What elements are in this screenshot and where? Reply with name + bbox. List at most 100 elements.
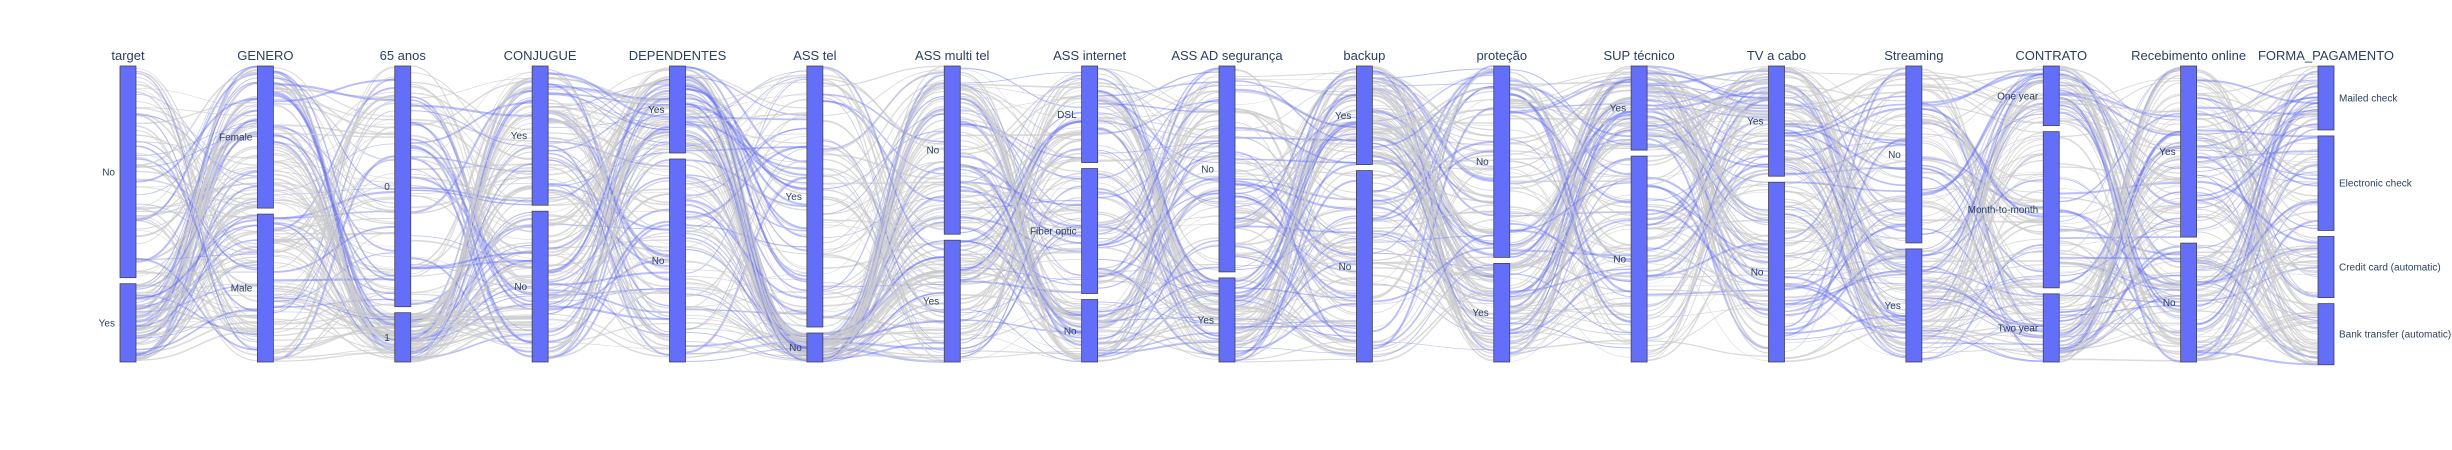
category-bar[interactable]	[1218, 65, 1236, 273]
category-bar[interactable]	[943, 65, 961, 235]
category-bar[interactable]	[1081, 168, 1099, 294]
ribbon-line	[135, 122, 258, 359]
ribbon-line	[135, 307, 258, 331]
ribbon-line	[1097, 134, 1220, 224]
ribbon-line	[2059, 76, 2181, 195]
ribbon-line	[1097, 191, 1220, 284]
ribbon-line	[410, 252, 533, 277]
category-bar[interactable]	[1218, 277, 1236, 363]
ribbon-line	[1921, 337, 2044, 353]
ribbon-line	[273, 254, 395, 320]
ribbon-line	[1509, 219, 1632, 298]
category-bar[interactable]	[2042, 131, 2060, 289]
category-bar[interactable]	[2180, 65, 2198, 238]
category-bar[interactable]	[1905, 65, 1923, 244]
ribbon-line	[822, 66, 945, 250]
category-bar[interactable]	[1081, 299, 1099, 363]
ribbon-line	[822, 93, 945, 266]
category-bar[interactable]	[256, 65, 274, 209]
category-bar[interactable]	[1630, 155, 1648, 363]
category-bar[interactable]	[1355, 65, 1373, 165]
category-bar[interactable]	[1493, 65, 1511, 258]
category-bar[interactable]	[394, 312, 412, 363]
dimension-title: DEPENDENTES	[629, 48, 727, 63]
category-bar[interactable]	[669, 158, 686, 363]
ribbon-line	[2196, 80, 2319, 129]
category-bar[interactable]	[806, 332, 824, 363]
category-bar[interactable]	[2042, 293, 2060, 363]
category-bar[interactable]	[806, 65, 824, 328]
ribbon-line	[1097, 89, 1220, 283]
ribbon-line	[822, 161, 945, 215]
ribbon-line	[1921, 138, 2044, 323]
ribbon-line	[1647, 123, 1769, 151]
ribbon-line	[548, 120, 670, 295]
ribbon-line	[1372, 87, 1494, 133]
category-bar[interactable]	[1081, 65, 1099, 163]
ribbon-line	[822, 90, 945, 244]
category-bar[interactable]	[531, 65, 549, 206]
ribbon-line	[1647, 120, 1769, 124]
ribbon-line	[960, 96, 1082, 118]
category-bar[interactable]	[943, 239, 961, 363]
ribbon-line	[1921, 190, 2044, 359]
ribbon-line	[1097, 103, 1220, 113]
ribbon-line	[1784, 213, 1906, 359]
ribbon-line	[2196, 219, 2319, 361]
ribbon-line	[410, 81, 533, 131]
ribbon-line	[1372, 234, 1494, 347]
ribbon-line	[548, 152, 670, 307]
ribbon-line	[135, 185, 258, 339]
category-bar[interactable]	[2180, 242, 2198, 363]
ribbon-line	[2196, 288, 2319, 358]
category-bar[interactable]	[2042, 65, 2060, 127]
ribbon-line	[1372, 219, 1494, 299]
ribbon-line	[822, 131, 945, 312]
category-bar[interactable]	[119, 283, 137, 363]
category-bar[interactable]	[2317, 236, 2335, 299]
ribbon-line	[960, 254, 1082, 313]
ribbon-line	[1372, 113, 1494, 163]
ribbon-line	[1921, 274, 2044, 362]
category-bar[interactable]	[119, 65, 137, 279]
category-bar[interactable]	[1768, 181, 1785, 363]
category-bar[interactable]	[1493, 262, 1511, 363]
ribbon-line	[1509, 115, 1632, 218]
category-bar[interactable]	[2317, 65, 2335, 131]
ribbon-line	[1784, 268, 1906, 272]
ribbon-line	[2059, 101, 2181, 285]
ribbon-line	[1509, 268, 1632, 293]
category-bar[interactable]	[256, 213, 274, 363]
ribbon-line	[1097, 211, 1220, 314]
ribbon-line	[1921, 247, 2044, 313]
ribbon-line	[1234, 255, 1357, 284]
ribbon-line	[2196, 149, 2319, 176]
ribbon-line	[1372, 132, 1494, 146]
category-bar[interactable]	[531, 210, 549, 363]
ribbon-line	[1784, 222, 1906, 239]
ribbon-line	[1509, 168, 1632, 344]
category-bar[interactable]	[394, 65, 412, 308]
ribbon-line	[1234, 217, 1357, 346]
category-bar[interactable]	[2317, 135, 2335, 231]
category-label: Yes	[786, 192, 802, 203]
ribbon-line	[1097, 127, 1220, 318]
ribbon-line	[960, 93, 1082, 361]
category-bar[interactable]	[1768, 65, 1785, 177]
ribbon-line	[1921, 156, 2044, 224]
ribbon-line	[960, 72, 1082, 216]
ribbon-line	[1784, 89, 1906, 219]
ribbon-line	[135, 231, 258, 360]
ribbon-line	[410, 251, 533, 360]
ribbon-line	[2059, 163, 2181, 214]
category-bar[interactable]	[669, 65, 686, 154]
category-bar[interactable]	[1355, 170, 1373, 363]
category-bar[interactable]	[1630, 65, 1648, 151]
ribbon-line	[135, 125, 258, 349]
ribbon-line	[1372, 94, 1494, 334]
ribbon-line	[1372, 284, 1494, 305]
category-bar[interactable]	[1905, 248, 1923, 363]
category-bar[interactable]	[2317, 303, 2335, 366]
ribbon-line	[410, 293, 533, 310]
ribbon-line	[2059, 204, 2181, 232]
